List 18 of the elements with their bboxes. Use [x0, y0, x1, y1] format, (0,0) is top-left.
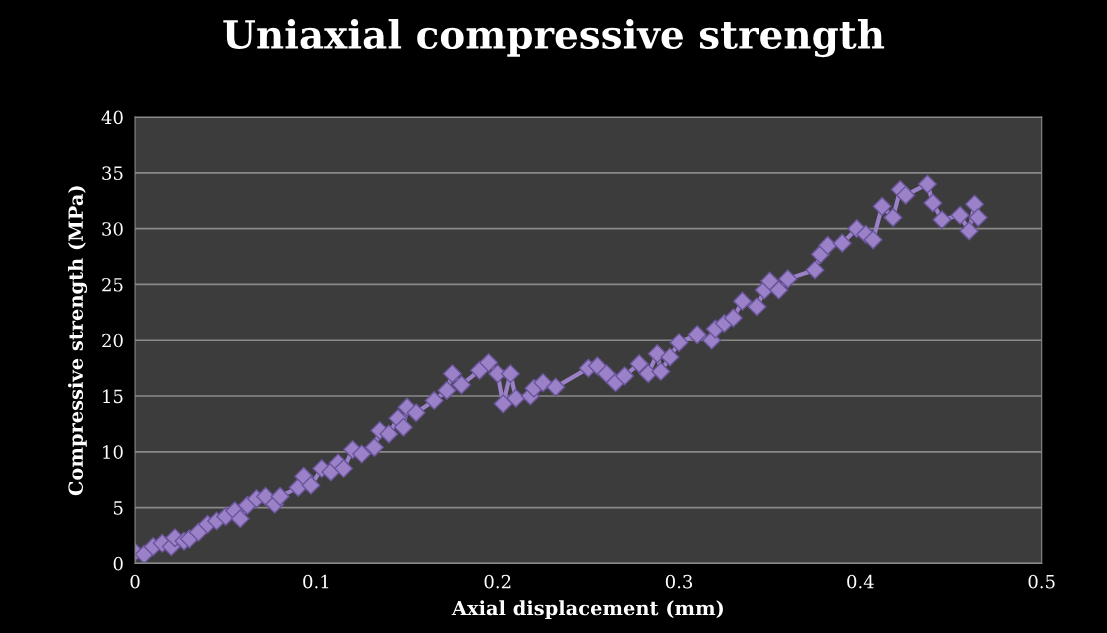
y-tick-label: 35 — [102, 166, 123, 180]
y-tick-label: 15 — [103, 389, 123, 404]
y-tick-label: 0 — [113, 556, 123, 571]
x-tick-label: 0.4 — [847, 574, 874, 589]
y-tick-label: 30 — [102, 222, 123, 236]
x-tick-label: 0.5 — [1028, 574, 1055, 589]
y-tick-label: 10 — [103, 445, 123, 459]
x-tick-label: 0.2 — [484, 574, 511, 589]
chart-title: Uniaxial compressive strength — [223, 18, 885, 58]
y-tick-label: 25 — [102, 277, 123, 292]
x-tick-label: 0.3 — [665, 574, 693, 589]
y-tick-label: 20 — [102, 333, 123, 348]
y-tick-label: 40 — [101, 110, 123, 125]
y-axis-title: Compressive strength (MPa) — [67, 186, 88, 496]
x-tick-label: 0 — [130, 574, 140, 589]
x-tick-label: 0.1 — [303, 574, 329, 589]
x-axis-title: Axial displacement (mm) — [451, 600, 723, 620]
y-tick-label: 5 — [113, 501, 123, 515]
